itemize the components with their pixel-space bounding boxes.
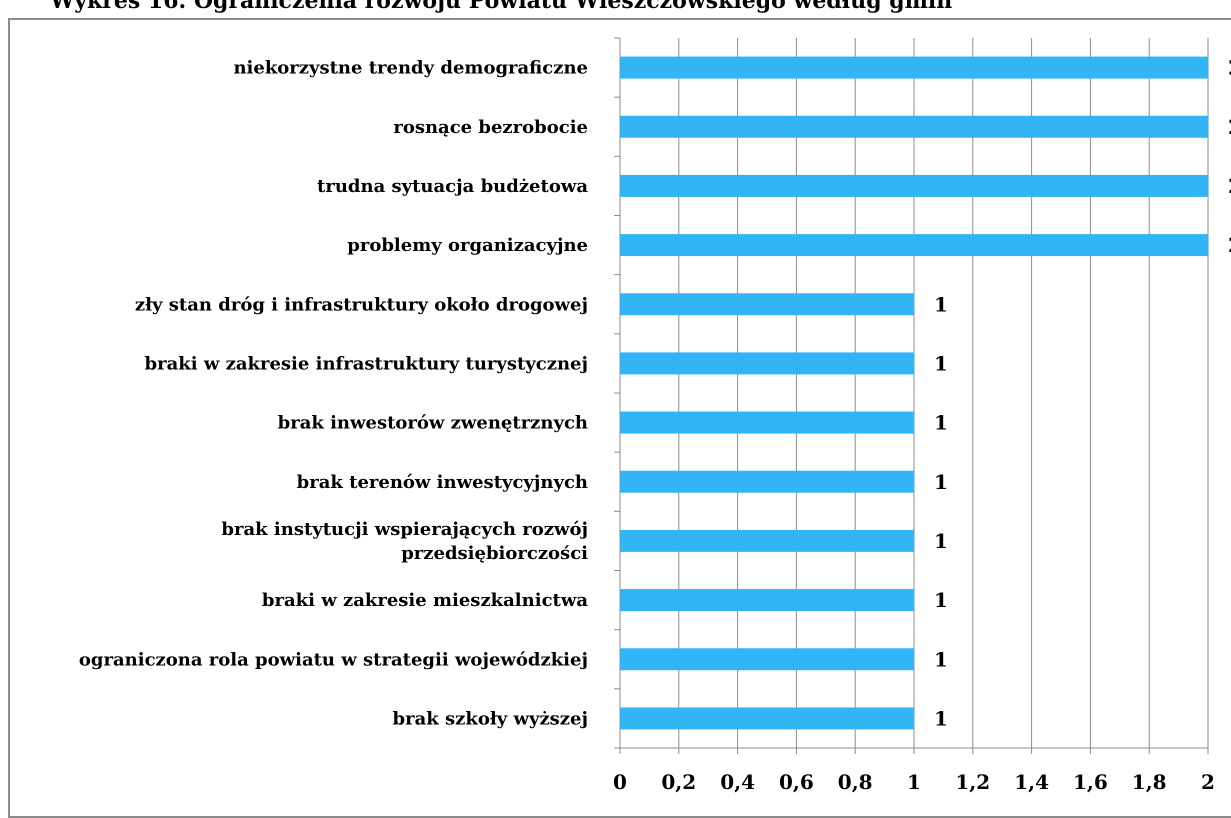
bar — [620, 529, 914, 552]
bar — [620, 293, 914, 316]
bar — [620, 470, 914, 493]
category-label: zły stan dróg i infrastruktury około dro… — [135, 294, 588, 315]
x-tick-label: 1 — [907, 770, 921, 794]
data-label: 2 — [1228, 56, 1231, 80]
bar — [620, 56, 1208, 79]
category-label: braki w zakresie infrastruktury turystyc… — [145, 353, 588, 374]
data-label: 2 — [1228, 233, 1231, 257]
category-label: niekorzystne trendy demograficzne — [233, 58, 588, 79]
bar — [620, 115, 1208, 138]
data-label: 1 — [934, 292, 948, 316]
category-label: rosnące bezrobocie — [393, 117, 588, 138]
x-tick-label: 1,8 — [1132, 770, 1167, 794]
category-label: przedsiębiorczości — [401, 543, 588, 564]
bar — [620, 174, 1208, 197]
data-label: 1 — [934, 706, 948, 730]
data-label: 1 — [934, 588, 948, 612]
bar — [620, 411, 914, 434]
x-tick-label: 0 — [613, 770, 627, 794]
x-tick-label: 2 — [1201, 770, 1215, 794]
x-tick-label: 0,8 — [838, 770, 873, 794]
category-label: brak szkoły wyższej — [393, 708, 588, 729]
bar — [620, 589, 914, 612]
data-label: 1 — [934, 529, 948, 553]
bar — [620, 352, 914, 375]
category-label: brak inwestorów zwenętrznych — [278, 413, 588, 434]
data-label: 1 — [934, 411, 948, 435]
chart-title: Wykres 16. Ograniczenia rozwoju Powiatu … — [50, 0, 953, 14]
category-label: ograniczona rola powiatu w strategii woj… — [79, 649, 588, 670]
bar — [620, 234, 1208, 257]
x-tick-label: 0,4 — [720, 770, 755, 794]
x-tick-label: 0,2 — [661, 770, 696, 794]
data-label: 1 — [934, 351, 948, 375]
data-label: 1 — [934, 647, 948, 671]
bar — [620, 707, 914, 730]
data-label: 2 — [1228, 174, 1231, 198]
category-label: problemy organizacyjne — [347, 235, 588, 256]
category-label: brak instytucji wspierających rozwój — [221, 519, 588, 540]
category-label: brak terenów inwestycyjnych — [297, 472, 588, 493]
data-label: 1 — [934, 470, 948, 494]
category-label: braki w zakresie mieszkalnictwa — [262, 590, 588, 611]
x-tick-label: 0,6 — [779, 770, 814, 794]
x-tick-label: 1,2 — [955, 770, 990, 794]
data-label: 2 — [1228, 115, 1231, 139]
x-tick-label: 1,4 — [1014, 770, 1049, 794]
bar — [620, 648, 914, 671]
x-tick-label: 1,6 — [1073, 770, 1108, 794]
category-label: trudna sytuacja budżetowa — [317, 176, 588, 197]
